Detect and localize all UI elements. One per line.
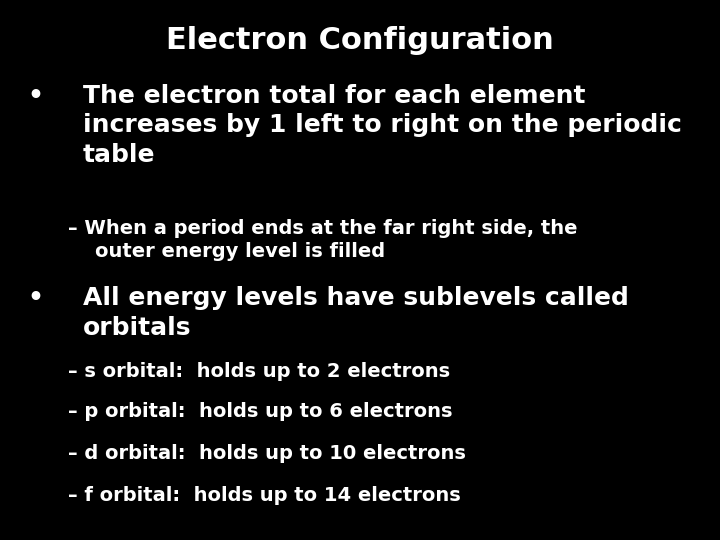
Text: – s orbital:  holds up to 2 electrons: – s orbital: holds up to 2 electrons bbox=[68, 362, 451, 381]
Text: – d orbital:  holds up to 10 electrons: – d orbital: holds up to 10 electrons bbox=[68, 444, 467, 463]
Text: All energy levels have sublevels called
orbitals: All energy levels have sublevels called … bbox=[83, 286, 629, 340]
Text: – f orbital:  holds up to 14 electrons: – f orbital: holds up to 14 electrons bbox=[68, 486, 461, 505]
Text: •: • bbox=[27, 286, 43, 310]
Text: •: • bbox=[27, 84, 43, 107]
Text: – p orbital:  holds up to 6 electrons: – p orbital: holds up to 6 electrons bbox=[68, 402, 453, 421]
Text: The electron total for each element
increases by 1 left to right on the periodic: The electron total for each element incr… bbox=[83, 84, 682, 167]
Text: – When a period ends at the far right side, the
    outer energy level is filled: – When a period ends at the far right si… bbox=[68, 219, 578, 261]
Text: Electron Configuration: Electron Configuration bbox=[166, 26, 554, 55]
